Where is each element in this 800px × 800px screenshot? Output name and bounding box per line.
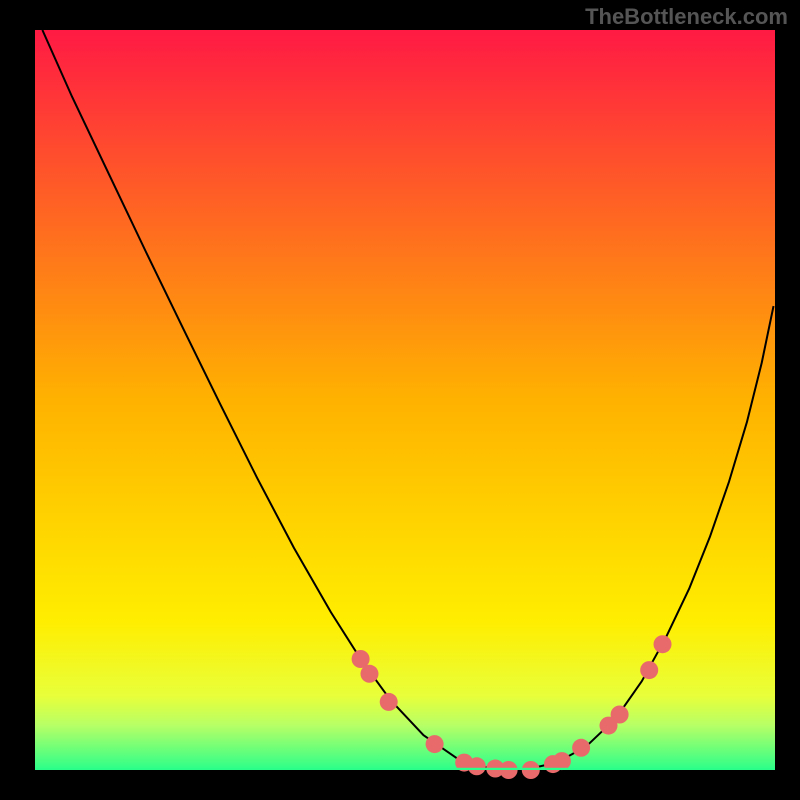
data-marker: [380, 693, 398, 711]
marker-group: [352, 635, 672, 779]
data-marker: [572, 739, 590, 757]
data-marker: [360, 665, 378, 683]
curve-path: [42, 30, 773, 770]
watermark-text: TheBottleneck.com: [585, 4, 788, 30]
chart-container: TheBottleneck.com: [0, 0, 800, 800]
data-marker: [611, 706, 629, 724]
data-marker: [640, 661, 658, 679]
green-bottom-band: [35, 768, 775, 770]
chart-svg-layer: [0, 0, 800, 800]
data-marker: [468, 757, 486, 775]
data-marker: [654, 635, 672, 653]
data-marker: [426, 735, 444, 753]
data-marker: [553, 752, 571, 770]
